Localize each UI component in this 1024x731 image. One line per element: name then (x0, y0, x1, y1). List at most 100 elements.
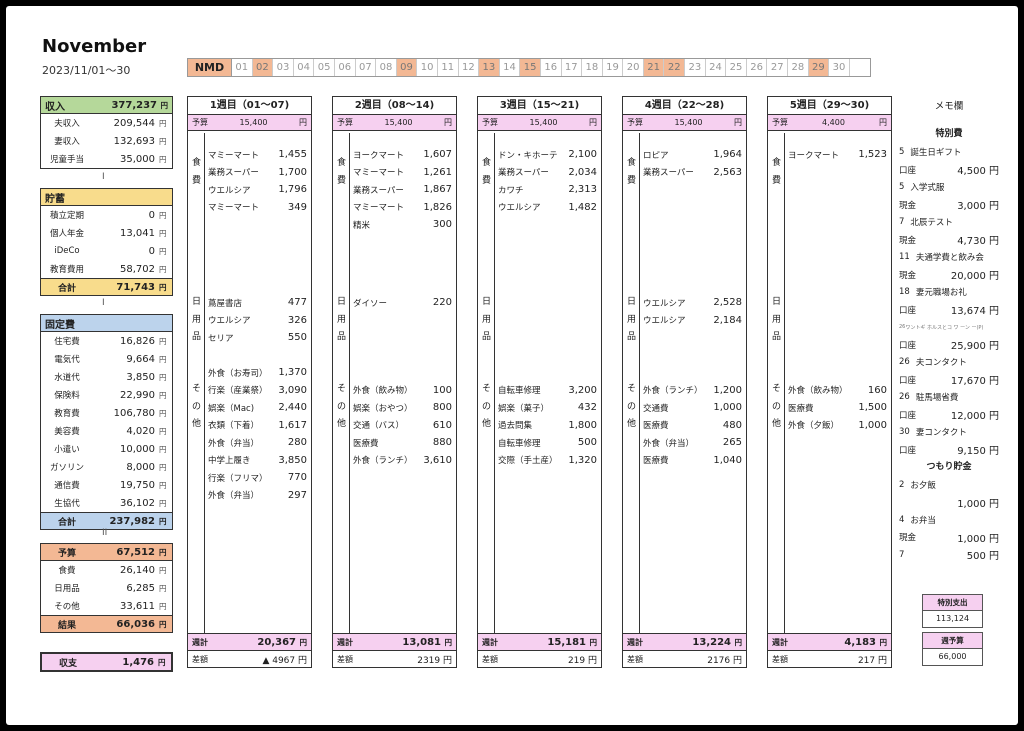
subtotal-value: 13,081 円 (402, 637, 452, 648)
row-value: 33,611 (120, 600, 155, 612)
expense-item: 医療費 880 (353, 434, 452, 452)
memo-left: 18 (899, 287, 910, 298)
day-cell: 23 (685, 59, 706, 76)
page-title: November (42, 36, 147, 57)
item-value: 300 (432, 219, 452, 231)
item-value: 1,964 (713, 149, 742, 161)
item-name: 外食（ランチ） (643, 386, 703, 397)
subtotal-amount: 4,183 (844, 636, 880, 648)
item-name: 衣類（下着） (208, 421, 260, 432)
weekly-budget-value: 66,000 (938, 652, 967, 661)
yen-unit: 円 (299, 637, 308, 647)
memo-left: 現金 (899, 533, 917, 544)
week-column: 5週目（29〜30) 予算 4,400 円食費ヨークマート 1,523 日用品その他外食（… (767, 96, 892, 668)
item-name: 交際（手土産） (498, 456, 558, 467)
row-label: 妻収入 (54, 137, 80, 147)
item-value: 3,200 (568, 384, 597, 396)
row-value: 6,285 (126, 582, 155, 594)
memo-right: 4,730 円 (957, 236, 999, 248)
row-value: 8,000 (126, 461, 155, 473)
memo-left: 7 (899, 549, 905, 560)
day-cell: 15 (520, 59, 541, 76)
item-name: 外食（お寿司） (208, 368, 268, 379)
memo-line: 現金 1,000 円 (899, 529, 999, 547)
separator: I (102, 298, 105, 308)
budget-label: 予算 (337, 118, 353, 127)
item-value: 800 (432, 402, 452, 414)
expense-item: 業務スーパー 1,700 (208, 164, 307, 182)
expense-item: 娯楽（おやつ） 800 (353, 399, 452, 417)
row-value: 10,000 (120, 443, 155, 455)
row-value: 19,750 (120, 479, 155, 491)
memo-right: 4,500 円 (957, 166, 999, 178)
item-value: 1,000 (713, 402, 742, 414)
item-name: 医療費 (788, 403, 814, 414)
memo-line: 11 夫通学費と飲み会 (899, 249, 999, 267)
total-row: 合計 71,743 円 (41, 278, 172, 295)
item-value: 550 (287, 332, 307, 344)
memo-left: 26 (899, 324, 906, 331)
category-char: 他 (481, 419, 491, 429)
category-char: 食 (481, 158, 491, 168)
summary-row: 水道代 3,850 円 (41, 368, 172, 386)
item-value: 2,563 (713, 166, 742, 178)
week-subtotal-row: 週計 4,183 円 (768, 633, 891, 650)
yen-unit: 円 (734, 637, 743, 647)
item-value: 477 (287, 297, 307, 309)
item-name: 医療費 (353, 438, 379, 449)
memo-line: 30 妻コンタクト (899, 424, 999, 442)
expense-item: マミーマート 1,455 (208, 146, 307, 164)
item-value: 880 (432, 437, 452, 449)
item-value: 2,440 (278, 402, 307, 414)
weekly-budget-box: 週予算 66,000 (922, 632, 983, 666)
day-cell: 06 (335, 59, 356, 76)
memo-right: 妻コンタクト (915, 428, 967, 439)
summary-row: 小遣い 10,000 円 (41, 440, 172, 458)
yen-unit: 円 (159, 246, 167, 256)
expense-item: マミーマート 1,826 (353, 199, 452, 217)
item-value: 3,090 (278, 384, 307, 396)
week-title: 3週目（15〜21) (478, 97, 601, 115)
memo-left: 30 (899, 427, 910, 438)
yen-unit: 円 (879, 637, 888, 647)
item-value: 1,523 (858, 149, 887, 161)
special-title: 特別費 (935, 129, 963, 139)
summary-row: 保険料 22,990 円 (41, 386, 172, 404)
memo-line: 口座 12,000 円 (899, 406, 999, 424)
category-char: そ (191, 384, 201, 394)
subtotal-value: 20,367 円 (257, 637, 307, 648)
memo-line-small: 26 ワントギ ホルスとコ ワ ーン ー(P) (899, 319, 999, 337)
yen-unit: 円 (159, 372, 167, 382)
tsumori-title: つもり貯金 (926, 461, 972, 472)
item-value: 1,607 (423, 149, 452, 161)
memo-left: 現金 (899, 235, 917, 246)
summary-row: 積立定期 0 円 (41, 206, 172, 224)
item-name: ウエルシア (643, 298, 686, 309)
item-value: 1,040 (713, 454, 742, 466)
savings-box: 貯蓄 積立定期 0 円個人年金 13,041 円 iDeCo 0 円教育費用 58,702 円合計… (40, 188, 173, 296)
budget-label: 予算 (482, 118, 498, 127)
item-name: 娯楽（Mac) (208, 403, 255, 414)
expense-item: ヨークマート 1,523 (788, 146, 887, 164)
budget-value: 4,400 (822, 118, 845, 127)
day-cell: 25 (726, 59, 747, 76)
week-column: 2週目（08〜14) 予算 15,400 円食費ヨークマート 1,607 マミーマート 1,… (332, 96, 457, 668)
expense-item: ウエルシア 2,528 (643, 294, 742, 312)
memo-left: 現金 (899, 200, 917, 211)
item-value: 1,867 (423, 184, 452, 196)
expense-item: 蔦屋書店 477 (208, 294, 307, 312)
category-char: 日 (191, 297, 201, 307)
row-value: 209,544 (113, 117, 155, 129)
item-name: 自転車修理 (498, 438, 541, 449)
expense-item: 業務スーパー 2,563 (643, 164, 742, 182)
memo-line: 26 夫コンタクト (899, 354, 999, 372)
total-value: 66,036 (116, 618, 155, 630)
memo-line: 口座 17,670 円 (899, 371, 999, 389)
row-label: 住宅費 (54, 337, 80, 347)
row-value: 106,780 (113, 407, 155, 419)
week-budget-row: 予算 15,400 円 (333, 115, 456, 131)
yen-unit: 円 (159, 154, 167, 164)
item-name: 医療費 (643, 456, 669, 467)
item-value: 1,617 (278, 419, 307, 431)
expense-item: 外食（夕飯） 1,000 (788, 417, 887, 435)
